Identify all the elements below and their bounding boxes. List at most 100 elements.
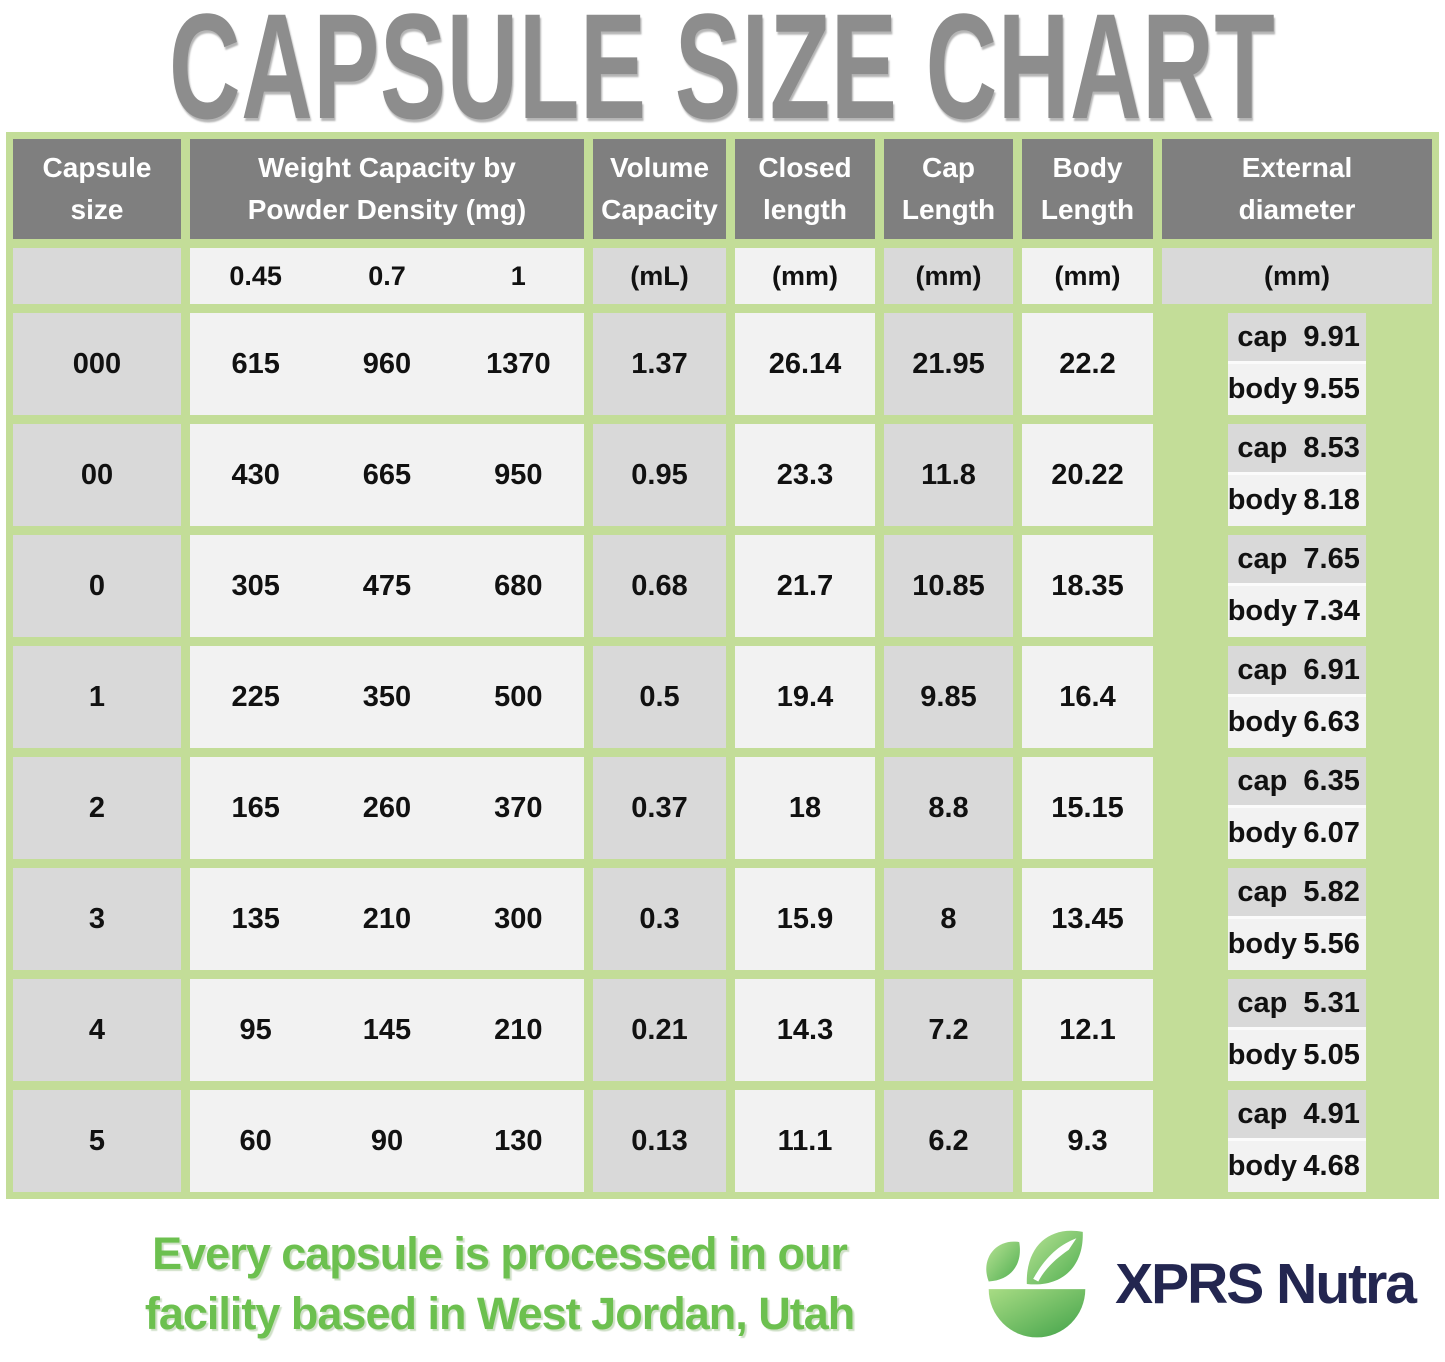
external-cap-row: cap 5.31 [1227,979,1367,1030]
brand-logo: XPRS Nutra [973,1223,1419,1345]
external-body-label: body [1227,1039,1297,1071]
weight-value-density-045: 615 [231,347,280,380]
closed-length-value: 19.4 [735,646,875,748]
external-cap-label: cap [1237,653,1288,686]
weight-value-density-1: 130 [494,1124,543,1157]
external-body-row: body 7.34 [1227,586,1367,637]
closed-length-value: 26.14 [735,313,875,415]
external-diameter-cell: cap 4.91 body 4.68 [1162,1090,1432,1192]
weight-value-density-045: 225 [231,680,280,713]
external-cap-label: cap [1237,875,1288,908]
external-body-row: body 8.18 [1227,475,1367,526]
external-body-label: body [1227,817,1297,849]
volume-capacity-value: 0.5 [593,646,726,748]
external-cap-row: cap 6.35 [1227,757,1367,808]
external-cap-label: cap [1237,764,1288,797]
closed-length-value: 14.3 [735,979,875,1081]
weight-value-density-07: 90 [370,1124,404,1157]
unit-cap: (mm) [884,248,1013,304]
external-cap-value: 7.65 [1303,542,1360,575]
page-title: CAPSULE SIZE CHART [169,0,1276,150]
cap-length-value: 21.95 [884,313,1013,415]
unit-densities: 0.45 0.7 1 [190,248,584,304]
volume-capacity-value: 0.37 [593,757,726,859]
weight-value-density-07: 960 [362,347,412,380]
capsule-size-value: 5 [13,1090,181,1192]
external-body-label: body [1227,595,1297,627]
unit-capsule-size-empty [13,248,181,304]
unit-body: (mm) [1022,248,1153,304]
weight-value-density-045: 95 [239,1013,272,1046]
cap-length-value: 9.85 [884,646,1013,748]
closed-length-value: 23.3 [735,424,875,526]
unit-closed: (mm) [735,248,875,304]
weight-value-density-07: 145 [362,1013,412,1046]
external-diameter-cell: cap 8.53 body 8.18 [1162,424,1432,526]
external-body-value: 9.55 [1303,373,1360,405]
body-length-value: 18.35 [1022,535,1153,637]
external-body-row: body 6.07 [1227,808,1367,859]
capsule-size-table: Capsule size Weight Capacity by Powder D… [6,132,1439,1199]
weight-value-density-07: 475 [362,569,412,602]
external-cap-value: 9.91 [1303,320,1360,353]
weight-value-density-07: 210 [362,902,412,935]
external-diameter-cell: cap 9.91 body 9.55 [1162,313,1432,415]
external-cap-row: cap 4.91 [1227,1090,1367,1141]
external-diameter-cell: cap 6.91 body 6.63 [1162,646,1432,748]
logo-leaf-swoosh [1033,1237,1077,1281]
body-length-value: 16.4 [1022,646,1153,748]
weight-value-density-07: 260 [362,791,412,824]
external-body-value: 5.56 [1303,928,1360,960]
weight-value-density-045: 165 [231,791,280,824]
xprs-nutra-logo-icon [986,1230,1086,1337]
external-cap-value: 6.35 [1303,764,1360,797]
external-body-label: body [1227,1150,1297,1182]
cap-length-value: 10.85 [884,535,1013,637]
volume-capacity-value: 0.95 [593,424,726,526]
density-value: 1 [510,260,526,291]
external-cap-label: cap [1237,320,1288,353]
external-diameter-cell: cap 7.65 body 7.34 [1162,535,1432,637]
weight-value-density-1: 950 [494,458,543,491]
capsule-size-value: 4 [13,979,181,1081]
volume-capacity-value: 0.3 [593,868,726,970]
cap-length-value: 6.2 [884,1090,1013,1192]
weight-capacity-values: 165 260 370 [190,757,584,859]
closed-length-value: 15.9 [735,868,875,970]
cap-length-value: 11.8 [884,424,1013,526]
density-value: 0.45 [229,260,282,291]
external-cap-label: cap [1237,1097,1288,1130]
capsule-size-value: 0 [13,535,181,637]
weight-capacity-values: 615 960 1370 [190,313,584,415]
external-cap-row: cap 6.91 [1227,646,1367,697]
capsule-size-value: 1 [13,646,181,748]
weight-capacity-values: 60 90 130 [190,1090,584,1192]
weight-value-density-045: 60 [239,1124,272,1157]
unit-external: (mm) [1162,248,1432,304]
body-length-value: 20.22 [1022,424,1153,526]
external-body-value: 7.34 [1303,595,1360,627]
footer: Every capsule is processed in our facili… [0,1199,1445,1362]
title-bar: CAPSULE SIZE CHART [0,0,1445,141]
header-weight-capacity: Weight Capacity by Powder Density (mg) [190,139,584,239]
weight-value-density-1: 1370 [486,347,551,380]
weight-value-density-1: 370 [494,791,543,824]
header-external-diameter: External diameter [1162,139,1432,239]
cap-length-value: 7.2 [884,979,1013,1081]
logo-bowl-shape [988,1288,1086,1337]
weight-value-density-1: 680 [494,569,543,602]
external-cap-value: 8.53 [1303,431,1360,464]
weight-capacity-values: 430 665 950 [190,424,584,526]
volume-capacity-value: 1.37 [593,313,726,415]
external-cap-value: 6.91 [1303,653,1360,686]
capsule-size-value: 2 [13,757,181,859]
closed-length-value: 18 [735,757,875,859]
volume-capacity-value: 0.68 [593,535,726,637]
body-length-value: 12.1 [1022,979,1153,1081]
weight-value-density-045: 430 [231,458,280,491]
external-cap-row: cap 8.53 [1227,424,1367,475]
weight-value-density-045: 305 [231,569,280,602]
external-body-row: body 5.56 [1227,919,1367,970]
external-body-row: body 4.68 [1227,1141,1367,1192]
weight-value-density-07: 350 [362,680,412,713]
